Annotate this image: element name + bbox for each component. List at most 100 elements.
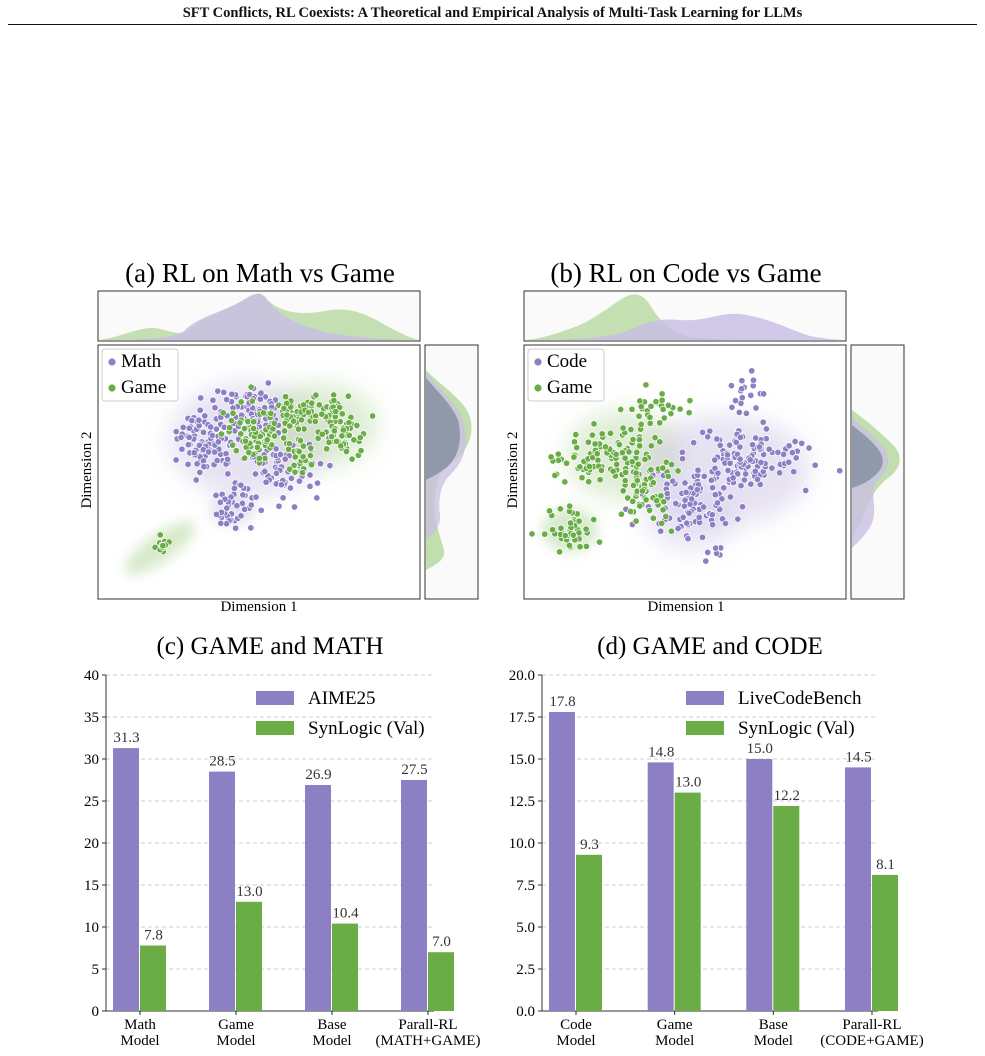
scatter-point-code — [759, 418, 767, 426]
scatter-point-game — [597, 466, 605, 474]
scatter-point-game — [281, 427, 289, 435]
panel-a-ylabel: Dimension 2 — [79, 431, 95, 508]
panel-a-right-marginal — [424, 344, 479, 600]
scatter-point-game — [590, 420, 598, 428]
scatter-point-game — [595, 538, 604, 546]
scatter-point-code — [760, 390, 768, 398]
scatter-point-code — [704, 548, 712, 556]
bar-chart-d: (d) GAME and CODE 0.0 2.5 5.0 7.5 10.0 12.5 15.… — [509, 633, 924, 1049]
running-header: SFT Conflicts, RL Coexists: A Theoretica… — [0, 0, 985, 27]
scatter-point-code — [724, 466, 732, 475]
scatter-point-game — [593, 450, 601, 458]
scatter-point-game — [270, 419, 278, 427]
scatter-point-game — [244, 417, 252, 426]
scatter-point-game — [636, 502, 644, 510]
bar-value-label: 9.3 — [580, 837, 599, 853]
scatter-point-math — [326, 462, 334, 470]
scatter-point-code — [774, 448, 782, 456]
scatter-point-math — [199, 428, 208, 436]
scatter-point-math — [230, 484, 238, 492]
scatter-point-math — [211, 448, 219, 456]
scatter-point-code — [788, 449, 796, 457]
scatter-point-code — [752, 434, 760, 442]
legend-marker-math — [108, 358, 116, 366]
scatter-point-code — [731, 397, 740, 405]
scatter-point-game — [646, 419, 654, 427]
scatter-point-code — [727, 382, 735, 390]
scatter-point-math — [192, 476, 200, 484]
x-tick-label: Model — [216, 1033, 255, 1049]
scatter-point-game — [606, 429, 615, 437]
scatter-point-math — [313, 479, 322, 487]
scatter-point-game — [229, 409, 237, 417]
legend-label: SynLogic (Val) — [738, 718, 855, 739]
scatter-point-math — [216, 498, 224, 506]
scatter-point-code — [693, 486, 701, 494]
scatter-point-math — [272, 469, 280, 477]
scatter-point-code — [726, 441, 734, 449]
legend-swatch — [256, 721, 294, 735]
bar-series1 — [647, 762, 674, 1011]
scatter-point-game — [328, 433, 336, 441]
scatter-point-code — [754, 475, 762, 483]
scatter-point-code — [684, 535, 692, 543]
scatter-point-code — [811, 461, 819, 469]
scatter-point-game — [267, 409, 275, 417]
scatter-point-code — [716, 441, 724, 449]
scatter-point-code — [776, 469, 784, 477]
legend-swatch — [686, 691, 724, 705]
bar-value-label: 10.4 — [332, 906, 359, 922]
scatter-point-code — [712, 544, 720, 552]
scatter-point-game — [641, 455, 649, 463]
scatter-point-game — [312, 391, 320, 399]
scatter-point-game — [253, 443, 261, 451]
scatter-point-game — [659, 464, 667, 472]
legend-label-game-b: Game — [547, 377, 592, 398]
scatter-point-game — [585, 462, 593, 471]
scatter-point-game — [647, 402, 655, 410]
scatter-point-game — [350, 436, 358, 444]
scatter-point-game — [280, 434, 288, 442]
panel-b-ylabel: Dimension 2 — [505, 431, 521, 508]
y-tick-label: 12.5 — [509, 794, 535, 810]
bar-value-label: 17.8 — [549, 694, 575, 710]
scatter-point-game — [570, 453, 578, 461]
scatter-point-game — [646, 506, 654, 514]
scatter-point-code — [742, 470, 750, 478]
scatter-point-game — [229, 441, 237, 449]
scatter-point-code — [681, 479, 689, 487]
scatter-point-math — [185, 433, 193, 441]
scatter-point-game — [676, 405, 684, 413]
y-tick-label: 20 — [84, 836, 99, 852]
scatter-point-game — [156, 531, 164, 539]
scatter-point-code — [700, 503, 708, 511]
x-tick-label: Model — [754, 1033, 793, 1049]
header-rule — [8, 24, 977, 25]
scatter-point-game — [338, 410, 346, 418]
scatter-point-math — [214, 387, 222, 395]
scatter-point-game — [613, 460, 621, 468]
scatter-point-code — [748, 441, 757, 449]
scatter-point-game — [629, 497, 637, 505]
scatter-point-game — [330, 427, 338, 435]
scatter-point-game — [308, 399, 316, 407]
scatter-point-code — [720, 484, 728, 492]
scatter-point-game — [348, 455, 356, 463]
scatter-point-code — [695, 513, 703, 521]
scatter-point-game — [642, 381, 650, 389]
scatter-point-math — [241, 505, 249, 513]
scatter-point-game — [268, 441, 276, 449]
scatter-point-game — [572, 431, 580, 439]
scatter-point-game — [159, 542, 167, 550]
scatter-point-game — [342, 447, 350, 456]
scatter-point-code — [762, 425, 770, 433]
scatter-point-code — [737, 482, 745, 490]
scatter-point-game — [556, 505, 564, 513]
scatter-point-code — [714, 469, 722, 477]
scatter-point-code — [736, 455, 744, 463]
y-tick-label: 10.0 — [509, 836, 535, 852]
scatter-point-game — [652, 398, 660, 406]
scatter-point-game — [259, 409, 267, 417]
scatter-point-game — [629, 435, 637, 444]
scatter-point-game — [255, 454, 263, 462]
